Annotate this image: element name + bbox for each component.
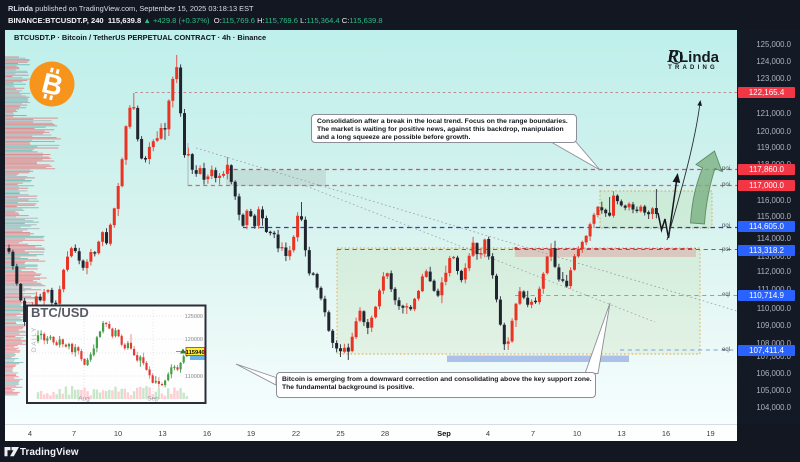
- svg-text:125000: 125000: [185, 314, 203, 320]
- svg-text:Aug: Aug: [78, 396, 90, 403]
- svg-text:120000: 120000: [185, 337, 203, 343]
- svg-text:Sep: Sep: [147, 396, 159, 403]
- svg-text:BTC/USD: BTC/USD: [31, 305, 89, 320]
- svg-text:110000: 110000: [185, 374, 203, 380]
- svg-text:DAILY: DAILY: [31, 326, 38, 352]
- svg-text:115940: 115940: [186, 350, 205, 356]
